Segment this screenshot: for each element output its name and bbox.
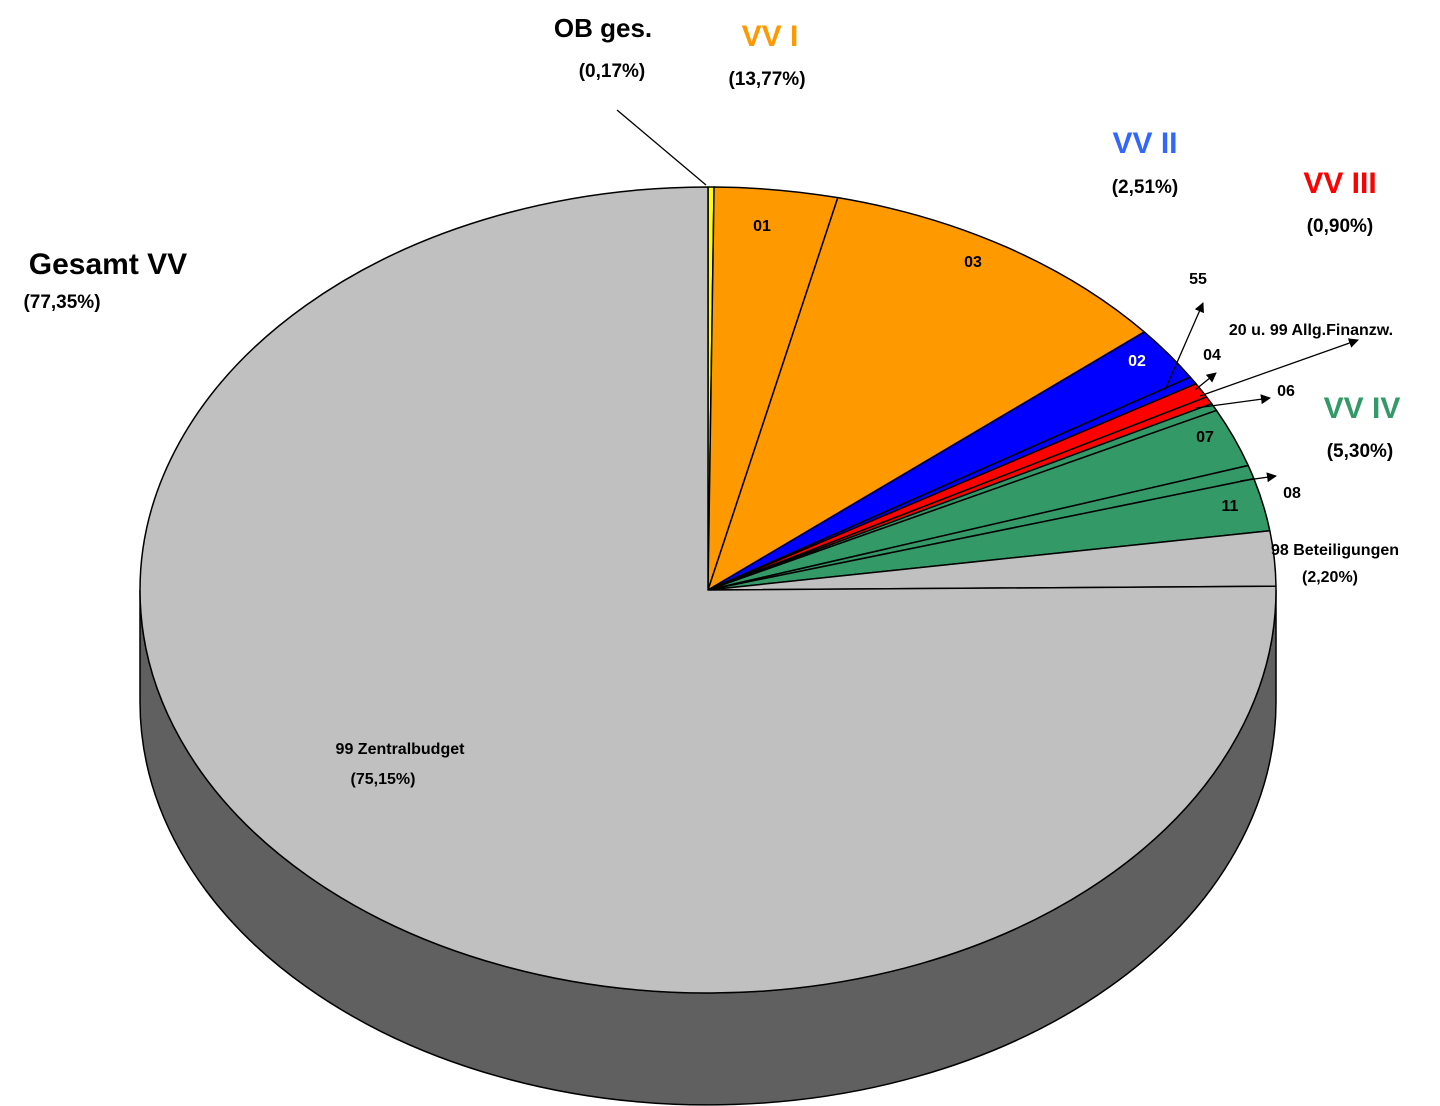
- group-name: VV IV: [1324, 392, 1401, 425]
- group-name: VV II: [1112, 127, 1177, 160]
- labels: 01 03 02 55 04 20 u. 99 Allg.Finanzw. 06 07 08 11…: [23, 13, 1400, 788]
- pie: [139, 186, 1277, 994]
- group-name: VV I: [742, 20, 799, 53]
- slice-label: 20 u. 99 Allg.Finanzw.: [1229, 322, 1393, 339]
- leader-line: [616, 109, 707, 186]
- pie-slice: [707, 196, 1146, 591]
- slice-label: 08: [1283, 485, 1301, 502]
- slice-value-label: (2,20%): [1302, 569, 1358, 586]
- group-name: OB ges.: [554, 13, 652, 43]
- slice-label: 03: [964, 254, 982, 271]
- group-value-label: (77,35%): [23, 292, 100, 313]
- slice-label: 07: [1196, 429, 1214, 446]
- group-name: VV III: [1303, 167, 1376, 200]
- label-arrow: [1199, 338, 1359, 397]
- slice-label: 06: [1277, 383, 1295, 400]
- label-arrow: [1194, 372, 1217, 391]
- slice-label: 01: [753, 218, 771, 235]
- slice-label: 02: [1128, 353, 1146, 370]
- group-value-label: (13,77%): [728, 69, 805, 90]
- slice-label: 99 Zentralbudget: [336, 741, 466, 758]
- slice-label: 55: [1189, 271, 1207, 288]
- slice-label: 11: [1222, 498, 1239, 515]
- pie-slice: [139, 186, 1277, 994]
- label-arrow: [1195, 394, 1271, 409]
- label-arrow: [1164, 302, 1204, 391]
- slice-label: 04: [1203, 347, 1221, 364]
- group-name: Gesamt VV: [29, 248, 187, 281]
- slice-label: 98 Beteiligungen: [1271, 542, 1399, 559]
- slice-value-label: (75,15%): [351, 771, 416, 788]
- label-arrow: [1239, 472, 1277, 483]
- group-value-label: (0,90%): [1307, 216, 1374, 237]
- group-value-label: (5,30%): [1327, 441, 1394, 462]
- group-value-label: (0,17%): [579, 61, 646, 82]
- group-value-label: (2,51%): [1112, 177, 1179, 198]
